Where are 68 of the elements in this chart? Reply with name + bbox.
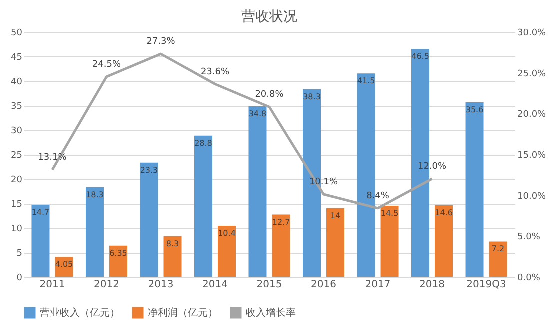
y2-tick-label: 15.0% <box>518 151 547 161</box>
data-label: 4.05 <box>55 260 74 270</box>
data-label: 14.7 <box>32 208 50 217</box>
legend-label: 收入增长率 <box>246 307 296 319</box>
data-label: 20.8% <box>255 90 284 100</box>
data-label: 10.4 <box>218 229 236 238</box>
data-label: 13.1% <box>38 153 68 164</box>
y-tick-label: 15 <box>11 200 22 210</box>
bar <box>164 236 182 277</box>
data-label: 18.3 <box>86 190 104 200</box>
bar <box>109 246 128 277</box>
data-label: 27.3% <box>146 37 176 48</box>
bar <box>194 136 212 277</box>
x-tick-label: 2016 <box>311 280 336 290</box>
bar <box>326 208 345 277</box>
data-label: 23.3 <box>140 166 158 175</box>
bar <box>218 226 236 277</box>
data-label: 41.5 <box>357 76 376 86</box>
bar <box>466 102 484 277</box>
data-label: 38.3 <box>303 92 321 102</box>
x-tick-label: 2011 <box>40 280 66 290</box>
data-label: 6.35 <box>110 248 128 258</box>
data-label: 14.5 <box>380 208 399 218</box>
bar <box>380 206 399 277</box>
x-tick-label: 2015 <box>256 280 282 290</box>
bar <box>86 187 104 277</box>
bar <box>32 204 50 277</box>
x-tick-label: 2012 <box>94 280 120 290</box>
chart-title: 营收状况 <box>242 9 298 25</box>
bar <box>435 205 454 277</box>
y2-tick-label: 10.0% <box>518 192 547 202</box>
y-tick-label: 35 <box>11 102 22 112</box>
y2-tick-label: 30.0% <box>518 28 547 38</box>
y-tick-label: 50 <box>11 28 23 38</box>
data-label: 35.6 <box>466 106 484 115</box>
data-label: 8.3 <box>166 239 180 248</box>
bar <box>489 242 508 277</box>
data-label: 34.8 <box>248 109 267 118</box>
y-tick-label: 25 <box>11 151 22 161</box>
bar <box>272 214 290 277</box>
y-tick-label: 20 <box>11 176 23 186</box>
data-label: 14 <box>330 211 341 220</box>
y-tick-label: 0 <box>16 274 23 284</box>
legend-label: 营业收入（亿元） <box>40 307 120 319</box>
legend-label: 净利润（亿元） <box>148 307 218 319</box>
y-tick-label: 5 <box>16 249 22 259</box>
y-tick-label: 45 <box>11 53 22 63</box>
x-tick-label: 2013 <box>148 280 174 290</box>
y2-tick-label: 0.0% <box>518 274 541 284</box>
data-label: 24.5% <box>92 60 122 70</box>
x-tick-label: 2018 <box>420 280 445 290</box>
y-tick-label: 10 <box>11 224 23 234</box>
y-tick-label: 40 <box>11 78 23 88</box>
bar <box>140 162 158 277</box>
y-tick-label: 30 <box>11 126 23 136</box>
data-label: 46.5 <box>412 52 430 62</box>
data-label: 14.6 <box>435 208 453 218</box>
bar <box>248 106 267 277</box>
data-label: 12.7 <box>272 218 290 227</box>
data-label: 23.6% <box>200 67 230 78</box>
y2-tick-label: 25.0% <box>518 69 547 80</box>
x-tick-label: 2014 <box>202 280 228 290</box>
y2-tick-label: 20.0% <box>518 110 547 120</box>
y2-tick-label: 5.0% <box>518 232 541 243</box>
data-label: 28.8 <box>194 138 212 148</box>
x-tick-label: 2017 <box>365 280 391 290</box>
data-label: 7.2 <box>492 244 505 254</box>
x-tick-label: 2019Q3 <box>466 280 506 290</box>
